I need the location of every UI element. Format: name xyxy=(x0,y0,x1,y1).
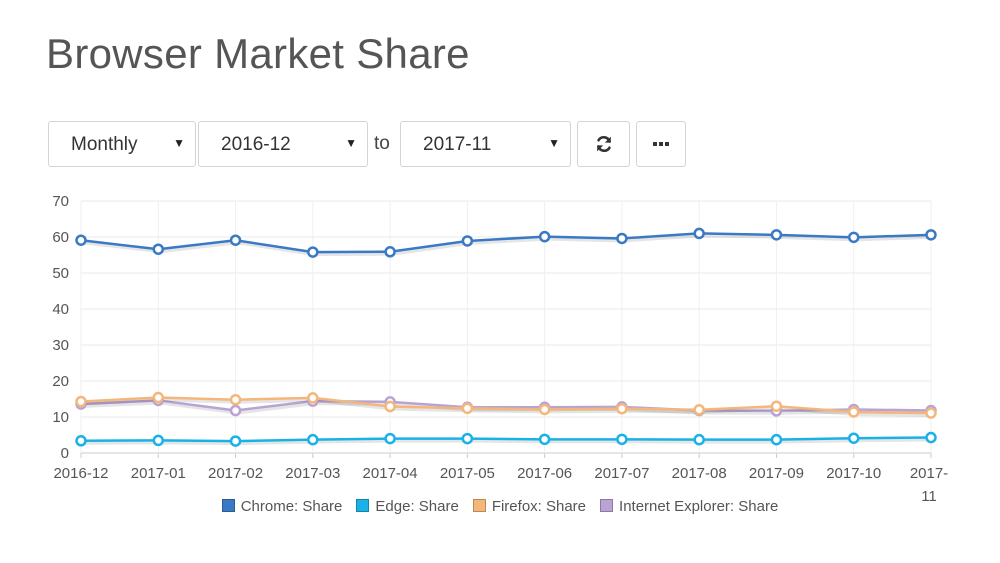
edge-data-point[interactable] xyxy=(229,435,242,447)
chevron-down-icon: ▼ xyxy=(173,136,185,150)
chrome-data-point[interactable] xyxy=(770,229,783,241)
edge-series-line xyxy=(80,436,932,443)
legend-label: Firefox: Share xyxy=(491,498,587,515)
market-share-chart: 0 10 20 30 40 50 60 70 2016-12 2017-01 2017-02 2017… xyxy=(0,185,1000,525)
legend-swatch xyxy=(472,499,486,512)
chrome-data-point[interactable] xyxy=(693,227,705,240)
ellipsis-icon xyxy=(653,142,669,146)
granularity-select-value: Monthly xyxy=(71,134,138,155)
firefox-data-point[interactable] xyxy=(770,400,783,412)
chevron-down-icon: ▼ xyxy=(548,136,560,150)
from-date-select[interactable]: 2016-12 ▼ xyxy=(198,121,368,167)
firefox-data-point[interactable] xyxy=(693,404,705,416)
chrome-data-point[interactable] xyxy=(229,234,242,246)
legend-swatch xyxy=(356,499,370,512)
legend-label: Internet Explorer: Share xyxy=(619,498,779,515)
legend-item-chrome[interactable]: Chrome: Share xyxy=(221,498,343,515)
firefox-data-point[interactable] xyxy=(538,403,551,416)
refresh-icon xyxy=(596,135,611,153)
range-to-label: to xyxy=(374,133,390,154)
x-tick-label: 2017-03 xyxy=(285,465,340,482)
edge-data-point[interactable] xyxy=(152,434,165,447)
chrome-series-shadow xyxy=(82,234,933,257)
y-tick-label: 0 xyxy=(61,445,69,462)
legend-label: Edge: Share xyxy=(375,498,459,515)
to-date-select-value: 2017-11 xyxy=(423,134,492,155)
chrome-data-point[interactable] xyxy=(384,246,396,258)
x-tick-label: 2017-04 xyxy=(363,465,418,482)
y-tick-label: 20 xyxy=(52,373,69,390)
chrome-data-point[interactable] xyxy=(307,246,319,258)
firefox-data-point[interactable] xyxy=(461,402,474,415)
chart-legend: Chrome: Share Edge: Share Firefox: Share In… xyxy=(0,498,1000,515)
legend-label: Chrome: Share xyxy=(240,498,343,515)
y-tick-label: 40 xyxy=(52,301,69,318)
x-tick-label: 2017-02 xyxy=(208,465,263,482)
legend-item-internet-explorer[interactable]: Internet Explorer: Share xyxy=(600,498,778,515)
edge-series-shadow xyxy=(82,438,933,446)
edge-data-point[interactable] xyxy=(75,435,87,447)
page-title: Browser Market Share xyxy=(46,30,470,77)
x-tick-label: 2017-10 xyxy=(826,465,881,482)
x-tick-label: 2017-11 xyxy=(910,465,948,505)
edge-data-point[interactable] xyxy=(538,433,551,446)
x-tick-label: 2017-06 xyxy=(517,465,572,482)
chrome-series-line xyxy=(80,232,932,254)
firefox-data-point[interactable] xyxy=(616,402,628,415)
internet-explorer-data-point[interactable] xyxy=(229,404,242,417)
chrome-data-point[interactable] xyxy=(75,234,87,246)
chrome-data-point[interactable] xyxy=(461,235,474,247)
edge-data-point[interactable] xyxy=(384,432,396,445)
edge-data-point[interactable] xyxy=(770,433,783,446)
legend-item-edge[interactable]: Edge: Share xyxy=(356,498,459,515)
edge-data-point[interactable] xyxy=(461,432,474,445)
y-tick-label: 60 xyxy=(52,229,69,246)
firefox-data-point[interactable] xyxy=(152,391,165,404)
refresh-button[interactable] xyxy=(577,121,630,167)
firefox-data-point[interactable] xyxy=(229,393,242,406)
edge-data-point[interactable] xyxy=(307,433,319,446)
chrome-data-point[interactable] xyxy=(152,243,165,255)
x-tick-label: 2017-07 xyxy=(594,465,649,482)
edge-data-point[interactable] xyxy=(616,433,628,446)
x-tick-label: 2017-05 xyxy=(440,465,495,482)
edge-data-point[interactable] xyxy=(925,431,937,444)
firefox-series-shadow xyxy=(82,398,933,418)
firefox-data-point[interactable] xyxy=(925,407,937,419)
legend-swatch xyxy=(600,499,614,512)
firefox-data-point[interactable] xyxy=(847,406,860,418)
legend-swatch xyxy=(221,499,235,512)
y-tick-label: 30 xyxy=(52,337,69,354)
chrome-data-point[interactable] xyxy=(847,231,860,244)
firefox-data-point[interactable] xyxy=(307,392,319,404)
x-tick-label: 2017-08 xyxy=(672,465,727,482)
edge-data-point[interactable] xyxy=(847,432,860,444)
x-tick-label: 2016-12 xyxy=(53,465,108,482)
chrome-data-point[interactable] xyxy=(925,229,937,241)
y-tick-label: 10 xyxy=(52,409,69,426)
internet-explorer-series-line xyxy=(80,399,932,413)
firefox-series-line xyxy=(80,396,932,415)
firefox-data-point[interactable] xyxy=(75,395,87,408)
from-date-select-value: 2016-12 xyxy=(221,134,291,155)
chrome-data-point[interactable] xyxy=(616,232,628,245)
x-tick-label: 2017-09 xyxy=(749,465,804,482)
firefox-data-point[interactable] xyxy=(384,400,396,413)
chrome-data-point[interactable] xyxy=(538,230,551,243)
x-tick-label: 2017-01 xyxy=(131,465,186,482)
chevron-down-icon: ▼ xyxy=(345,136,357,150)
legend-item-firefox[interactable]: Firefox: Share xyxy=(472,498,587,515)
more-options-button[interactable] xyxy=(636,121,686,167)
granularity-select[interactable]: Monthly ▼ xyxy=(48,121,196,167)
edge-data-point[interactable] xyxy=(693,433,705,446)
y-tick-label: 50 xyxy=(52,265,69,282)
y-tick-label: 70 xyxy=(52,193,69,210)
line-chart: 0 10 20 30 40 50 60 70 2016-12 2017-01 2017-02 2017… xyxy=(52,193,948,505)
to-date-select[interactable]: 2017-11 ▼ xyxy=(400,121,571,167)
